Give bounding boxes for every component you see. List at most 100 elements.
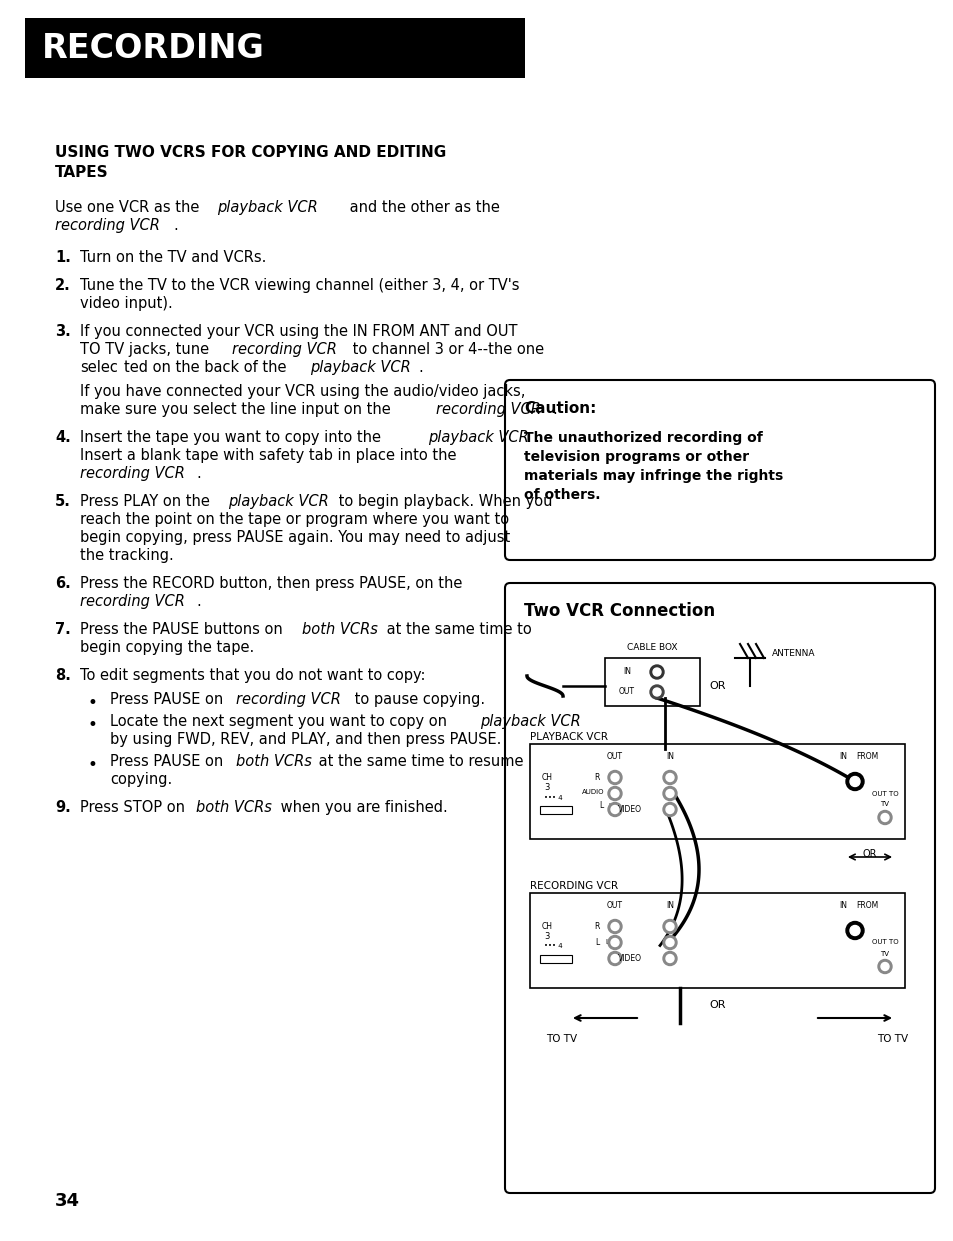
Circle shape: [880, 814, 888, 822]
Text: recording VCR: recording VCR: [80, 467, 185, 482]
Text: AUDIO: AUDIO: [581, 788, 603, 794]
Text: .: .: [417, 360, 422, 375]
Text: begin copying, press PAUSE again. You may need to adjust: begin copying, press PAUSE again. You ma…: [80, 530, 510, 545]
Circle shape: [665, 938, 673, 947]
Circle shape: [610, 789, 618, 798]
Circle shape: [849, 777, 859, 787]
Text: .: .: [195, 594, 200, 609]
Text: recording VCR: recording VCR: [80, 594, 185, 609]
Text: FROM: FROM: [855, 752, 877, 761]
Circle shape: [610, 954, 618, 963]
Text: OUT TO: OUT TO: [871, 939, 898, 946]
Text: both VCRs: both VCRs: [235, 755, 312, 769]
Circle shape: [610, 805, 618, 814]
Text: OUT TO: OUT TO: [871, 791, 898, 797]
Text: OUT: OUT: [606, 752, 622, 761]
Text: playback VCR: playback VCR: [216, 200, 317, 215]
Text: Press PLAY on the: Press PLAY on the: [80, 494, 214, 509]
Text: •: •: [88, 694, 98, 712]
Text: L: L: [607, 803, 611, 808]
Text: OUT: OUT: [618, 688, 635, 696]
Text: OR: OR: [862, 849, 877, 859]
Text: L: L: [595, 938, 598, 947]
Text: both VCRs: both VCRs: [302, 622, 377, 637]
Text: .: .: [195, 467, 200, 482]
Text: CABLE BOX: CABLE BOX: [626, 643, 677, 652]
Text: Caution:: Caution:: [523, 401, 596, 416]
Text: ••• 4: ••• 4: [543, 943, 562, 949]
Text: playback VCR: playback VCR: [310, 360, 411, 375]
Text: by using FWD, REV, and PLAY, and then press PAUSE.: by using FWD, REV, and PLAY, and then pr…: [110, 732, 501, 747]
Circle shape: [607, 771, 621, 784]
Circle shape: [662, 803, 677, 817]
Text: Locate the next segment you want to copy on: Locate the next segment you want to copy…: [110, 714, 451, 728]
Text: 6.: 6.: [55, 576, 71, 591]
Text: at the same time to: at the same time to: [381, 622, 531, 637]
Bar: [530, 894, 904, 988]
Text: TO TV: TO TV: [546, 1034, 577, 1044]
Circle shape: [665, 922, 673, 931]
Circle shape: [652, 688, 660, 696]
Circle shape: [665, 805, 673, 814]
Text: Press PAUSE on: Press PAUSE on: [110, 692, 228, 707]
Text: Press PAUSE on: Press PAUSE on: [110, 755, 228, 769]
Text: TV: TV: [880, 802, 888, 808]
Circle shape: [665, 954, 673, 963]
Text: TO TV jacks, tune: TO TV jacks, tune: [80, 343, 213, 357]
Text: 8.: 8.: [55, 668, 71, 683]
Text: playback VCR: playback VCR: [228, 494, 329, 509]
Text: ••• 4: ••• 4: [543, 794, 562, 800]
Text: Turn on the TV and VCRs.: Turn on the TV and VCRs.: [80, 249, 266, 266]
Text: OUT: OUT: [606, 901, 622, 910]
FancyBboxPatch shape: [504, 380, 934, 560]
Text: selec: selec: [80, 360, 118, 375]
Circle shape: [607, 787, 621, 800]
Circle shape: [649, 665, 663, 679]
Circle shape: [610, 938, 618, 947]
Text: CH: CH: [541, 922, 553, 931]
Text: To edit segments that you do not want to copy:: To edit segments that you do not want to…: [80, 668, 425, 683]
Circle shape: [877, 959, 891, 973]
Text: both VCRs: both VCRs: [195, 800, 272, 815]
Circle shape: [849, 926, 859, 936]
Text: playback VCR: playback VCR: [428, 429, 528, 446]
Text: copying.: copying.: [110, 772, 172, 787]
Text: FROM: FROM: [855, 901, 877, 910]
Text: IN: IN: [622, 668, 630, 676]
Text: .: .: [172, 218, 177, 233]
Text: when you are finished.: when you are finished.: [275, 800, 447, 815]
Text: PLAYBACK VCR: PLAYBACK VCR: [530, 732, 607, 742]
Text: R: R: [594, 773, 599, 782]
Text: to pause copying.: to pause copying.: [350, 692, 485, 707]
Text: RECORDING VCR: RECORDING VCR: [530, 881, 618, 891]
Text: 1.: 1.: [55, 249, 71, 266]
Text: to channel 3 or 4--the one: to channel 3 or 4--the one: [348, 343, 543, 357]
Text: The unauthorized recording of
television programs or other
materials may infring: The unauthorized recording of television…: [523, 431, 782, 501]
Circle shape: [652, 668, 660, 676]
Circle shape: [877, 810, 891, 824]
Text: TAPES: TAPES: [55, 165, 109, 180]
Text: VIDEO: VIDEO: [618, 805, 641, 814]
Text: OR: OR: [709, 681, 725, 691]
Circle shape: [610, 922, 618, 931]
Text: VIDEO: VIDEO: [618, 954, 641, 963]
Text: TV: TV: [880, 951, 888, 957]
Bar: [25, 19, 524, 78]
Text: ted on the back of the: ted on the back of the: [124, 360, 291, 375]
Text: and the other as the: and the other as the: [345, 200, 499, 215]
Text: IN: IN: [665, 901, 673, 910]
Text: 5.: 5.: [55, 494, 71, 509]
FancyBboxPatch shape: [504, 583, 934, 1193]
Text: recording VCR: recording VCR: [235, 692, 340, 707]
Bar: [530, 745, 904, 839]
Text: .: .: [552, 402, 557, 417]
Text: If you have connected your VCR using the audio/video jacks,: If you have connected your VCR using the…: [80, 383, 525, 400]
Circle shape: [607, 936, 621, 949]
Text: 3: 3: [543, 932, 549, 941]
Text: If you connected your VCR using the IN FROM ANT and OUT: If you connected your VCR using the IN F…: [80, 324, 517, 339]
Text: 9.: 9.: [55, 800, 71, 815]
Circle shape: [662, 771, 677, 784]
Circle shape: [665, 789, 673, 798]
Circle shape: [662, 952, 677, 965]
Circle shape: [607, 803, 621, 817]
